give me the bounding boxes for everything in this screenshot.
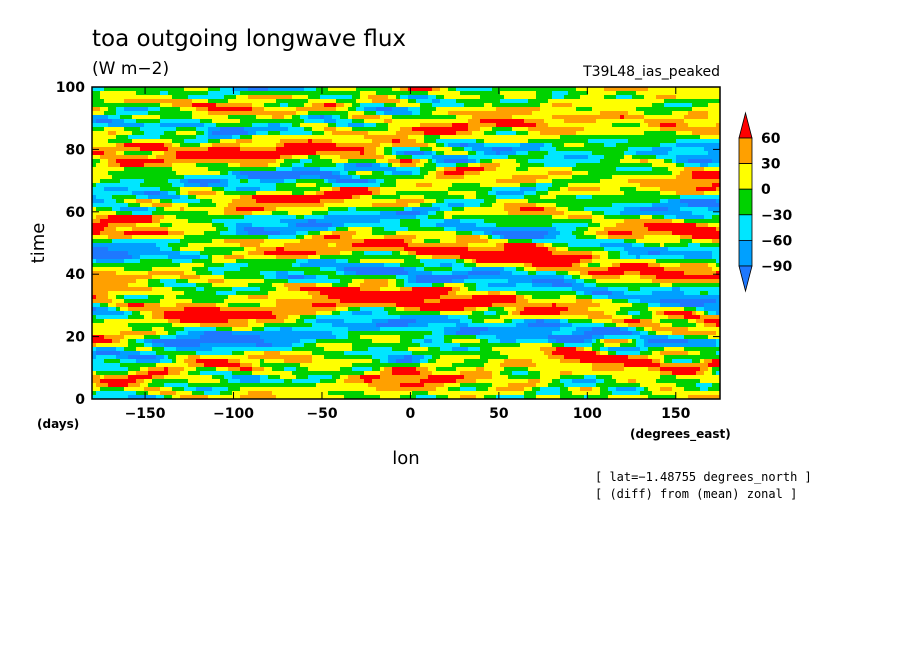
colorbar-label: −60 xyxy=(761,233,792,249)
x-tick-label: 150 xyxy=(661,406,690,422)
x-tick-label: −50 xyxy=(306,406,337,422)
colorbar-segment xyxy=(738,214,753,241)
note-zonal: [ (diff) from (mean) zonal ] xyxy=(595,487,797,501)
plot-area xyxy=(91,86,721,400)
x-tick-label: −100 xyxy=(213,406,254,422)
y-tick-label: 80 xyxy=(66,142,86,158)
x-tick-label: −150 xyxy=(125,406,166,422)
y-axis-label: time xyxy=(28,223,49,264)
y-tick-label: 40 xyxy=(66,267,86,283)
colorbar-segment xyxy=(738,137,753,165)
colorbar-label: 0 xyxy=(761,182,771,198)
colorbar-segment xyxy=(738,111,753,139)
chart-units: (W m−2) xyxy=(92,59,169,79)
colorbar-segment xyxy=(738,188,753,216)
colorbar-segment xyxy=(738,163,753,190)
y-tick-label: 20 xyxy=(66,330,86,346)
chart-title: toa outgoing longwave flux xyxy=(92,26,406,52)
axis-ticks: −150 −100 −50 0 50 100 150 0 20 40 60 80 100 xyxy=(56,80,720,422)
note-latitude: [ lat=−1.48755 degrees_north ] xyxy=(595,470,812,484)
plot-frame xyxy=(91,86,721,400)
colorbar-label: −90 xyxy=(761,259,792,275)
field-raster xyxy=(92,87,720,399)
colorbar: −90 −60 −30 0 30 60 xyxy=(738,111,792,293)
x-tick-label: 0 xyxy=(406,406,416,422)
colorbar-label: −30 xyxy=(761,208,792,224)
y-tick-label: 0 xyxy=(75,392,85,408)
y-tick-label: 60 xyxy=(66,205,86,221)
colorbar-segment xyxy=(738,265,753,293)
colorbar-label: 60 xyxy=(761,131,781,147)
x-tick-label: 100 xyxy=(573,406,602,422)
colorbar-label: 30 xyxy=(761,157,781,173)
experiment-label: T39L48_ias_peaked xyxy=(582,64,720,80)
x-axis-label: lon xyxy=(392,448,419,469)
x-tick-label: 50 xyxy=(489,406,509,422)
flux-field xyxy=(92,87,720,399)
x-unit-label: (degrees_east) xyxy=(630,427,731,442)
y-unit-label: (days) xyxy=(37,417,79,431)
colorbar-segment xyxy=(738,239,753,267)
y-tick-label: 100 xyxy=(56,80,85,96)
